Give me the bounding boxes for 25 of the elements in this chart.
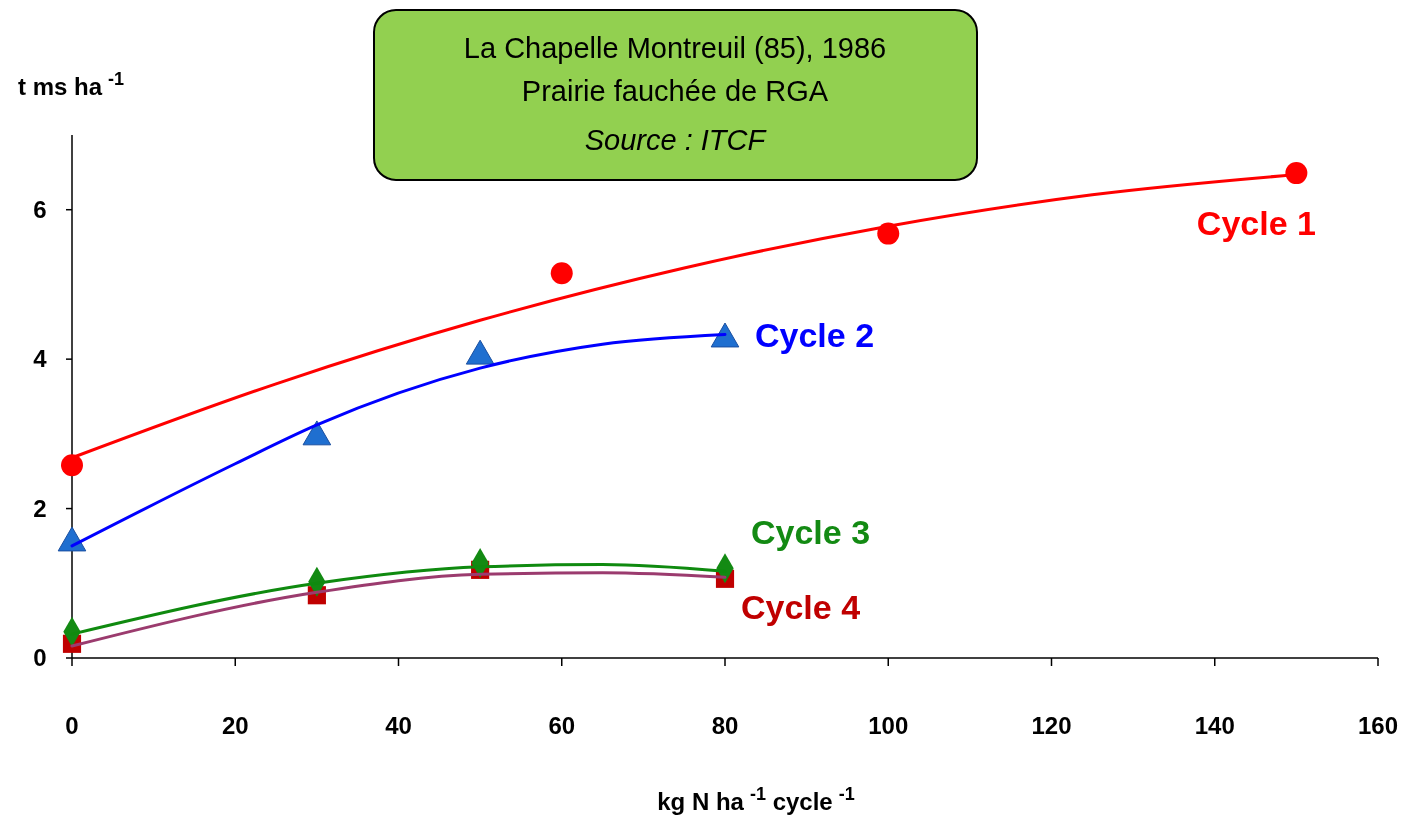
y-tick-label: 2 xyxy=(33,494,47,522)
series-label: Cycle 3 xyxy=(751,513,871,552)
y-tick-label: 4 xyxy=(33,345,48,373)
x-tick-label: 80 xyxy=(711,712,739,739)
series-label: Cycle 2 xyxy=(755,315,875,354)
x-tick-label: 60 xyxy=(548,712,576,739)
y-tick-label: 6 xyxy=(33,195,47,223)
x-tick-label: 100 xyxy=(868,712,909,739)
point xyxy=(1285,162,1308,185)
x-tick-label: 20 xyxy=(221,712,249,739)
chart-title: La Chapelle Montreuil (85), 1986 xyxy=(463,32,887,64)
annotation: Source : ITCF xyxy=(584,124,768,156)
x-axis-title: kg N ha$^{-1}$ cycle$^{-1}$ xyxy=(657,784,855,815)
chart-subtitle: Prairie fauchée de RGA xyxy=(521,75,829,107)
series-label: Cycle 1 xyxy=(1196,204,1316,243)
x-tick-label: 160 xyxy=(1357,712,1399,739)
x-tick-label: 140 xyxy=(1194,712,1235,739)
point xyxy=(550,262,573,285)
point xyxy=(61,454,83,477)
y-tick-label: 0 xyxy=(33,644,47,671)
x-tick-label: 0 xyxy=(65,712,79,739)
x-tick-label: 120 xyxy=(1031,712,1072,739)
x-tick-label: 40 xyxy=(385,712,412,739)
series-label: Cycle 4 xyxy=(741,587,861,626)
y-axis-title: t ms ha$^{-1}$ xyxy=(18,69,125,100)
